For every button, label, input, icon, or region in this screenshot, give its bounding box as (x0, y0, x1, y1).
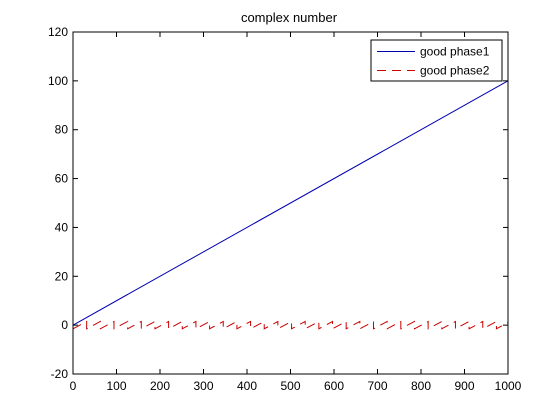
y-tick-label: 60 (55, 172, 69, 186)
series-line-2 (72, 320, 509, 330)
x-tick-label: 500 (280, 379, 300, 393)
y-tick-label: 0 (61, 318, 68, 332)
x-tick-label: 300 (193, 379, 213, 393)
x-tick-label: 1000 (495, 379, 522, 393)
x-tick-label: 0 (70, 379, 77, 393)
legend-label-series-2: good phase2 (420, 64, 490, 78)
y-tick-label: -20 (51, 367, 69, 381)
y-tick-label: 120 (48, 25, 68, 39)
x-tick-label: 600 (324, 379, 344, 393)
series-layer (72, 80, 509, 330)
y-tick-label: 100 (48, 74, 68, 88)
series-line-1 (72, 80, 509, 326)
legend-label-series-1: good phase1 (420, 45, 490, 59)
x-tick-label: 200 (150, 379, 170, 393)
axes-layer: 0 100 200 300 400 500 600 700 800 900 1000-2002040… (48, 25, 522, 393)
x-tick-label: 700 (367, 379, 387, 393)
legend: good phase1 good phase2 (370, 39, 503, 82)
y-tick-label: 80 (55, 123, 69, 137)
x-tick-label: 400 (237, 379, 257, 393)
chart-title: complex number (241, 10, 338, 25)
y-tick-label: 20 (55, 269, 69, 283)
legend-box (370, 39, 503, 82)
x-tick-label: 800 (411, 379, 431, 393)
x-tick-label: 100 (106, 379, 126, 393)
y-tick-label: 40 (55, 220, 69, 234)
x-tick-label: 900 (454, 379, 474, 393)
